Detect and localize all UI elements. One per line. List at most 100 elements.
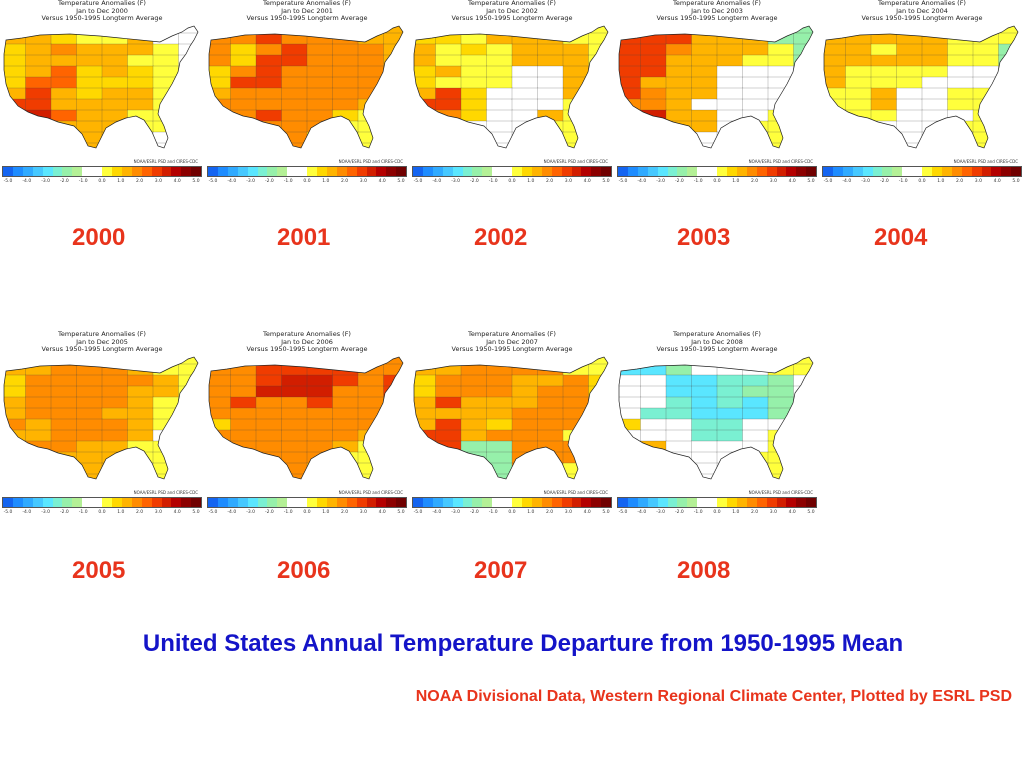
climate-division	[383, 32, 403, 45]
climate-division	[152, 54, 180, 67]
colorbar-swatch	[92, 167, 103, 176]
colorbar-swatch	[571, 167, 582, 176]
climate-division	[255, 385, 283, 398]
climate-division	[947, 142, 974, 148]
climate-division	[101, 98, 129, 111]
panel-caption-line3: Versus 1950-1995 Longterm Average	[861, 14, 983, 22]
colorbar-swatch	[102, 167, 112, 176]
colorbar-swatch	[131, 498, 142, 507]
climate-division	[562, 76, 590, 89]
colorbar-swatch	[601, 167, 612, 176]
climate-division	[332, 76, 359, 89]
climate-division	[178, 473, 198, 479]
colorbar-tick-label: -1.0	[693, 179, 703, 184]
climate-division	[998, 120, 1018, 133]
climate-division	[383, 429, 403, 442]
climate-division	[255, 131, 283, 144]
climate-division	[640, 120, 667, 133]
climate-division	[588, 87, 608, 100]
climate-division	[332, 429, 359, 442]
climate-division	[332, 65, 359, 78]
climate-division	[742, 43, 769, 56]
climate-division	[383, 142, 403, 148]
colorbar	[207, 497, 407, 508]
climate-division	[50, 374, 78, 387]
climate-division	[332, 473, 359, 479]
panel-caption-line1: Temperature Anomalies (F)	[468, 0, 556, 7]
climate-division	[306, 87, 334, 100]
colorbar-swatch	[52, 498, 63, 507]
climate-division	[947, 54, 974, 67]
us-outline	[208, 356, 404, 480]
us-outline	[3, 356, 199, 480]
climate-division	[152, 451, 180, 464]
colorbar-swatch	[111, 498, 122, 507]
climate-division	[306, 374, 334, 387]
climate-division	[824, 131, 847, 144]
year-label-2003: 2003	[677, 224, 731, 251]
climate-division	[947, 65, 974, 78]
map-panel-2007: Temperature Anomalies (F) Jan to Dec 200…	[410, 330, 614, 515]
climate-division	[127, 32, 154, 45]
climate-division	[4, 76, 27, 89]
climate-division	[50, 473, 78, 479]
climate-division	[230, 462, 257, 475]
colorbar-swatch	[862, 167, 873, 176]
climate-division	[716, 473, 744, 479]
climate-division	[921, 131, 949, 144]
climate-division	[230, 473, 257, 479]
colorbar-tick-label: 0.0	[98, 179, 106, 184]
climate-division	[921, 65, 949, 78]
colorbar	[617, 166, 817, 177]
climate-division	[511, 473, 539, 479]
climate-division	[537, 43, 564, 56]
colorbar-tick-label: -2.0	[60, 510, 69, 515]
climate-division	[998, 43, 1018, 56]
climate-division	[947, 26, 974, 34]
climate-division	[435, 374, 462, 387]
colorbar-swatch	[677, 498, 688, 507]
climate-division	[357, 98, 385, 111]
climate-division	[824, 26, 847, 34]
climate-division	[896, 54, 923, 67]
colorbar-tick-label: -3.0	[246, 510, 255, 515]
climate-division	[460, 473, 488, 479]
colorbar-swatch	[1001, 167, 1012, 176]
climate-division	[127, 87, 154, 100]
colorbar-swatch	[396, 498, 407, 507]
colorbar-swatch	[502, 167, 513, 176]
climate-division	[357, 374, 385, 387]
climate-division	[562, 374, 590, 387]
climate-division	[101, 87, 129, 100]
climate-division	[127, 374, 154, 387]
colorbar-swatch	[227, 498, 238, 507]
climate-division	[588, 131, 608, 144]
climate-division	[486, 54, 513, 67]
climate-division	[588, 363, 608, 376]
climate-division	[435, 26, 462, 34]
colorbar-swatch	[366, 498, 377, 507]
colorbar-swatch	[32, 498, 43, 507]
climate-division	[537, 374, 564, 387]
climate-division	[619, 142, 642, 148]
climate-division	[691, 418, 718, 431]
colorbar-swatch	[512, 167, 522, 176]
panel-caption-period: Jan to Dec 2002	[486, 6, 538, 15]
climate-division	[588, 407, 608, 420]
climate-division	[230, 87, 257, 100]
colorbar-swatch	[3, 167, 13, 176]
climate-division	[101, 440, 129, 453]
colorbar-tick-label: 1.0	[732, 510, 740, 515]
climate-division	[152, 120, 180, 133]
colorbar-tick-label: -2.0	[470, 179, 479, 184]
climate-division	[383, 65, 403, 78]
climate-division	[460, 142, 488, 148]
climate-division	[793, 120, 813, 133]
climate-division	[230, 357, 257, 365]
climate-division	[435, 76, 462, 89]
colorbar-swatch	[257, 167, 268, 176]
climate-division	[537, 98, 564, 111]
colorbar-swatch	[237, 498, 248, 507]
climate-division	[640, 87, 667, 100]
climate-division	[665, 26, 693, 34]
